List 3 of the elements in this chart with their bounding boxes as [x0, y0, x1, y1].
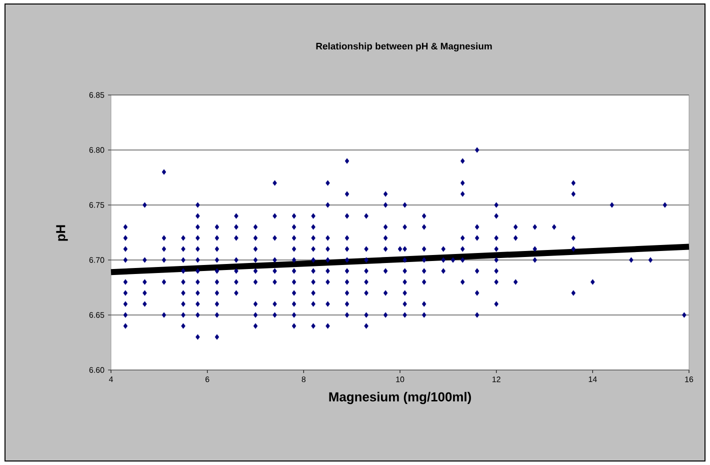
x-axis-title: Magnesium (mg/100ml) — [329, 392, 471, 404]
y-axis-title: pH — [56, 225, 68, 241]
chart-title: Relationship between pH & Magnesium — [316, 42, 492, 52]
